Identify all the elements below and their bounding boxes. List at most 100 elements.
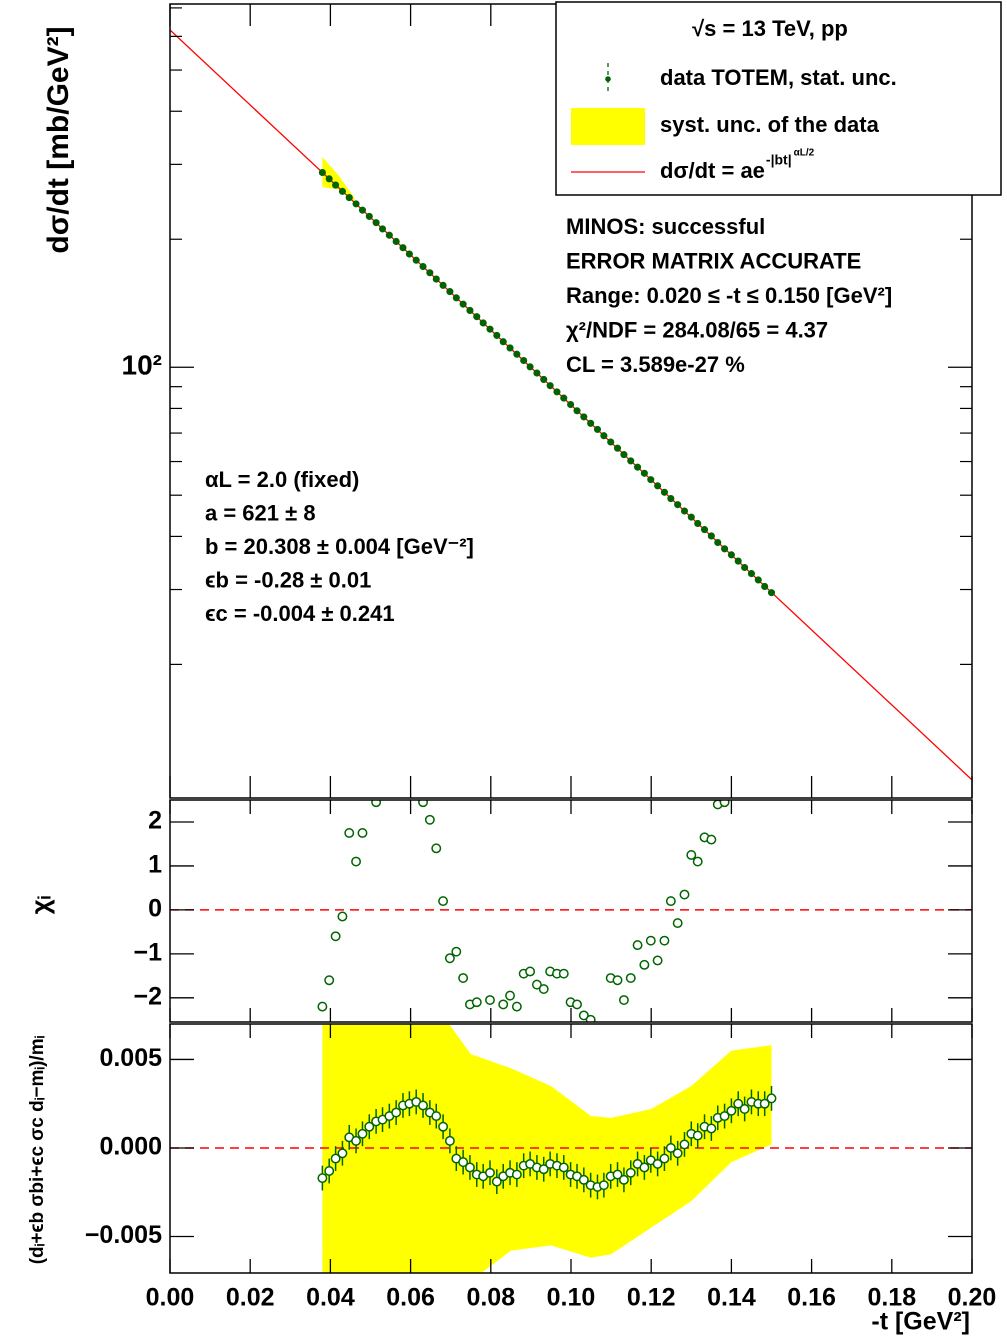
data-point [486,325,494,333]
data-point [513,350,521,358]
data-point [540,375,548,383]
data-point [485,995,495,1005]
data-point [371,800,382,808]
x-axis-label: -t [GeV²] [871,1308,970,1336]
data-point [337,1148,348,1159]
x-tick-label: 0.18 [867,1284,916,1312]
fit-status: CL = 3.589e-27 % [566,352,745,377]
data-point [761,582,769,591]
data-point [493,331,501,339]
data-point [652,1158,663,1169]
data-point [665,896,676,907]
data-point [438,896,449,907]
legend-label-sup: αL/2 [794,148,815,159]
data-point [473,313,481,321]
y-tick-label: −1 [133,938,162,966]
data-point [659,935,670,946]
data-point [667,495,675,503]
data-point [665,1143,676,1153]
data-point [741,563,749,572]
plot-area [170,29,972,781]
data-point [607,438,615,446]
data-point [538,984,549,994]
legend-title: √s = 13 TeV, pp [692,16,848,41]
data-point [692,856,703,867]
data-point [526,363,534,371]
data-point [318,168,326,177]
data-point [498,999,509,1010]
data-point [634,463,642,471]
fit-status: χ²/NDF = 284.08/65 = 4.37 [566,317,828,342]
y-axis-label: χᵢ [25,895,55,914]
data-point [357,1128,368,1139]
data-point [525,966,536,977]
data-point [459,300,467,308]
data-point [446,288,454,296]
data-point [639,959,650,970]
data-point [679,1139,690,1150]
data-point [558,1162,569,1173]
data-point [317,1173,328,1184]
data-point [324,1166,335,1176]
data-point [324,975,335,986]
data-point [485,1167,495,1178]
data-point [372,219,380,227]
data-point [721,545,729,553]
x-tick-label: 0.02 [226,1284,275,1312]
data-point [585,1014,596,1022]
data-point [754,576,762,584]
data-point [439,281,447,289]
legend-label: data TOTEM, stat. unc. [660,65,897,90]
fit-status: ERROR MATRIX ACCURATE [566,248,861,273]
data-point [627,457,635,465]
fit-parameter: αL = 2.0 (fixed) [205,467,359,492]
data-point [511,1169,522,1180]
data-point [618,1174,629,1185]
legend-label-sup: -|bt| [766,152,792,168]
data-point [733,1098,744,1109]
data-point [392,237,400,246]
data-point [687,513,695,521]
data-point [632,940,643,951]
x-tick-label: 0.08 [466,1284,515,1312]
data-point [357,828,368,838]
plot-area [170,1024,972,1273]
data-point [451,946,462,957]
data-point [674,501,682,509]
data-point [654,482,662,490]
data-point [573,407,581,415]
data-point [399,244,407,252]
data-point [572,999,582,1010]
data-point [546,382,554,390]
data-point [506,344,514,352]
data-point [734,557,742,565]
data-point [645,935,656,946]
data-point [418,1100,428,1111]
data-point [479,319,487,327]
x-tick-label: 0.04 [306,1284,355,1312]
data-point [600,432,608,440]
y-axis-label: (dᵢ+ϵb σbi+ϵc σc dᵢ−mᵢ)/mᵢ [27,1035,48,1264]
data-point [618,995,629,1005]
y-axis-label: dσ/dt [mb/GeV²] [42,26,75,253]
data-point [739,1104,750,1114]
y-tick-label: −0.005 [85,1221,162,1249]
data-point [538,1164,549,1175]
fit-parameter: ϵc = -0.004 ± 0.241 [205,601,395,626]
fit-parameter: b = 20.308 ± 0.004 [GeV⁻²] [205,534,474,559]
data-point [337,911,348,922]
data-point [707,532,715,540]
y-tick-label: 10² [122,350,162,381]
data-point [612,975,623,986]
data-point [491,1176,502,1187]
data-point [344,828,355,838]
data-point [444,1135,455,1146]
data-point [412,256,420,264]
data-point [471,997,482,1008]
data-point [567,400,575,409]
data-point [578,1010,589,1021]
data-point [378,225,387,233]
data-point [505,990,515,1001]
legend-label: dσ/dt = ae [660,158,765,183]
